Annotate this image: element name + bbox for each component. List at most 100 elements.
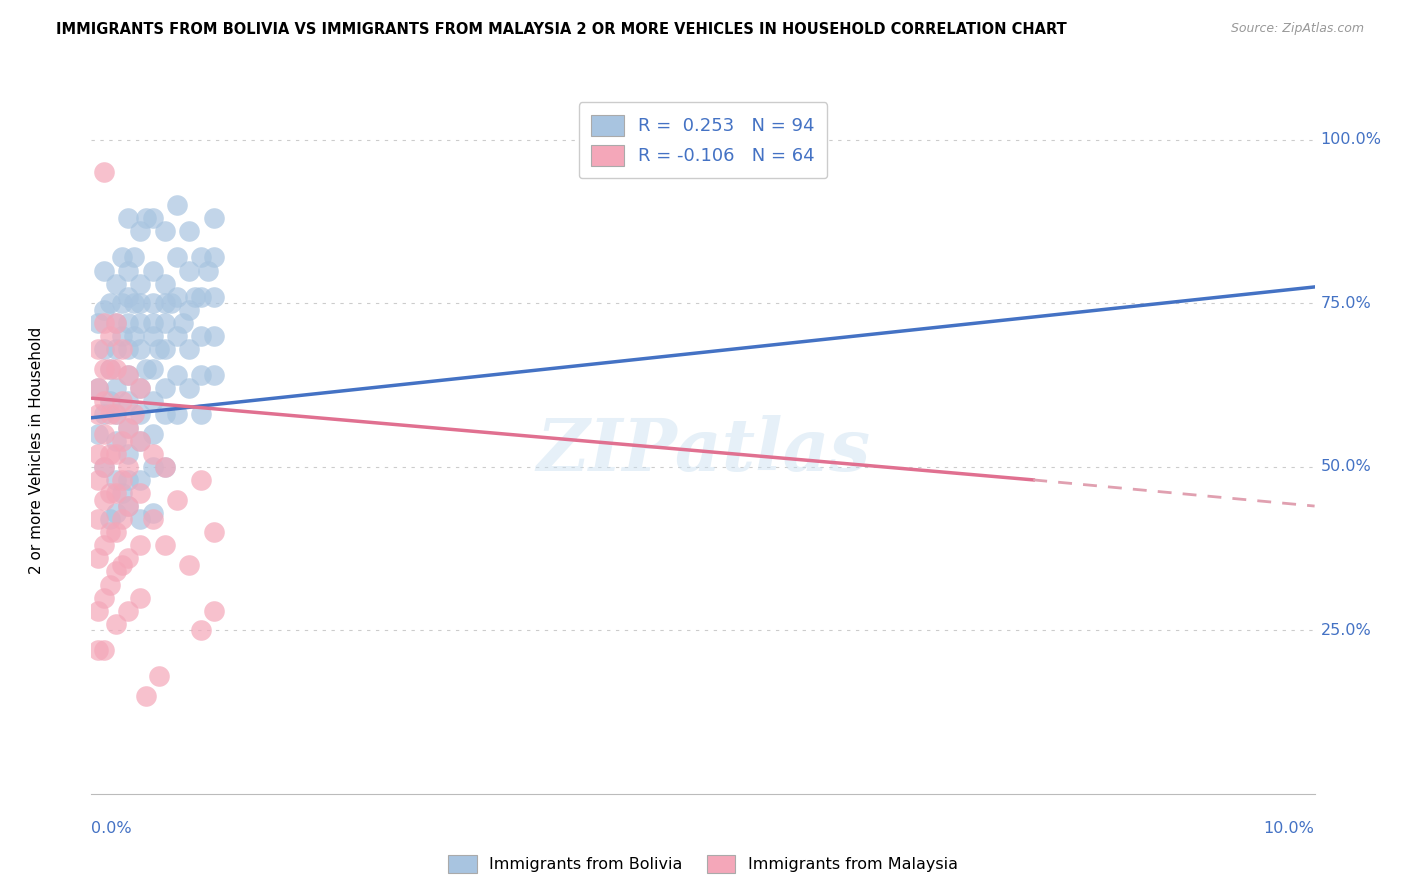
Text: 75.0%: 75.0%: [1320, 296, 1371, 310]
Text: 25.0%: 25.0%: [1320, 623, 1371, 638]
Point: [179, 263, 201, 277]
Point: [141, 506, 163, 520]
Point: [117, 316, 139, 330]
Point: [202, 604, 225, 618]
Point: [117, 263, 139, 277]
Text: 100.0%: 100.0%: [1320, 132, 1382, 147]
Point: [86, 342, 108, 356]
Text: Source: ZipAtlas.com: Source: ZipAtlas.com: [1230, 22, 1364, 36]
Point: [93, 342, 115, 356]
Text: 2 or more Vehicles in Household: 2 or more Vehicles in Household: [30, 326, 44, 574]
Point: [98, 408, 121, 422]
Point: [129, 224, 152, 238]
Point: [117, 290, 139, 304]
Point: [129, 486, 152, 500]
Point: [190, 251, 212, 265]
Point: [93, 492, 115, 507]
Point: [111, 296, 134, 310]
Point: [86, 604, 108, 618]
Point: [104, 316, 127, 330]
Point: [111, 512, 134, 526]
Point: [104, 316, 127, 330]
Point: [104, 525, 127, 540]
Point: [93, 643, 115, 657]
Point: [104, 473, 127, 487]
Point: [117, 394, 139, 409]
Point: [98, 486, 121, 500]
Point: [104, 381, 127, 395]
Point: [166, 408, 188, 422]
Point: [202, 290, 225, 304]
Point: [86, 427, 108, 442]
Point: [104, 434, 127, 448]
Point: [111, 473, 134, 487]
Point: [111, 434, 134, 448]
Point: [141, 329, 163, 343]
Point: [129, 512, 152, 526]
Point: [111, 251, 134, 265]
Point: [141, 361, 163, 376]
Point: [98, 296, 121, 310]
Point: [153, 224, 176, 238]
Point: [153, 408, 176, 422]
Point: [104, 506, 127, 520]
Point: [129, 316, 152, 330]
Point: [160, 296, 183, 310]
Point: [117, 551, 139, 566]
Point: [153, 316, 176, 330]
Point: [135, 361, 157, 376]
Point: [104, 447, 127, 461]
Point: [141, 211, 163, 226]
Point: [86, 551, 108, 566]
Point: [93, 459, 115, 474]
Point: [179, 558, 201, 572]
Legend: R =  0.253   N = 94, R = -0.106   N = 64: R = 0.253 N = 94, R = -0.106 N = 64: [579, 103, 827, 178]
Point: [117, 473, 139, 487]
Point: [93, 408, 115, 422]
Text: ZIPatlas: ZIPatlas: [536, 415, 870, 486]
Point: [86, 447, 108, 461]
Point: [117, 368, 139, 383]
Point: [111, 394, 134, 409]
Point: [129, 342, 152, 356]
Point: [104, 486, 127, 500]
Point: [98, 361, 121, 376]
Legend: Immigrants from Bolivia, Immigrants from Malaysia: Immigrants from Bolivia, Immigrants from…: [441, 848, 965, 880]
Point: [141, 427, 163, 442]
Point: [135, 211, 157, 226]
Point: [129, 381, 152, 395]
Point: [93, 394, 115, 409]
Point: [153, 296, 176, 310]
Point: [86, 381, 108, 395]
Point: [111, 329, 134, 343]
Point: [117, 342, 139, 356]
Point: [93, 361, 115, 376]
Text: 50.0%: 50.0%: [1320, 459, 1371, 475]
Text: IMMIGRANTS FROM BOLIVIA VS IMMIGRANTS FROM MALAYSIA 2 OR MORE VEHICLES IN HOUSEH: IMMIGRANTS FROM BOLIVIA VS IMMIGRANTS FR…: [56, 22, 1067, 37]
Point: [117, 459, 139, 474]
Point: [190, 624, 212, 638]
Point: [190, 290, 212, 304]
Point: [93, 538, 115, 552]
Point: [117, 604, 139, 618]
Point: [104, 342, 127, 356]
Point: [129, 277, 152, 291]
Point: [93, 427, 115, 442]
Point: [104, 408, 127, 422]
Point: [93, 302, 115, 317]
Point: [202, 368, 225, 383]
Point: [86, 512, 108, 526]
Point: [98, 512, 121, 526]
Point: [104, 616, 127, 631]
Point: [104, 277, 127, 291]
Point: [172, 316, 194, 330]
Point: [153, 342, 176, 356]
Point: [104, 408, 127, 422]
Point: [141, 316, 163, 330]
Point: [86, 316, 108, 330]
Point: [129, 591, 152, 605]
Point: [141, 459, 163, 474]
Point: [122, 296, 145, 310]
Point: [104, 565, 127, 579]
Point: [153, 459, 176, 474]
